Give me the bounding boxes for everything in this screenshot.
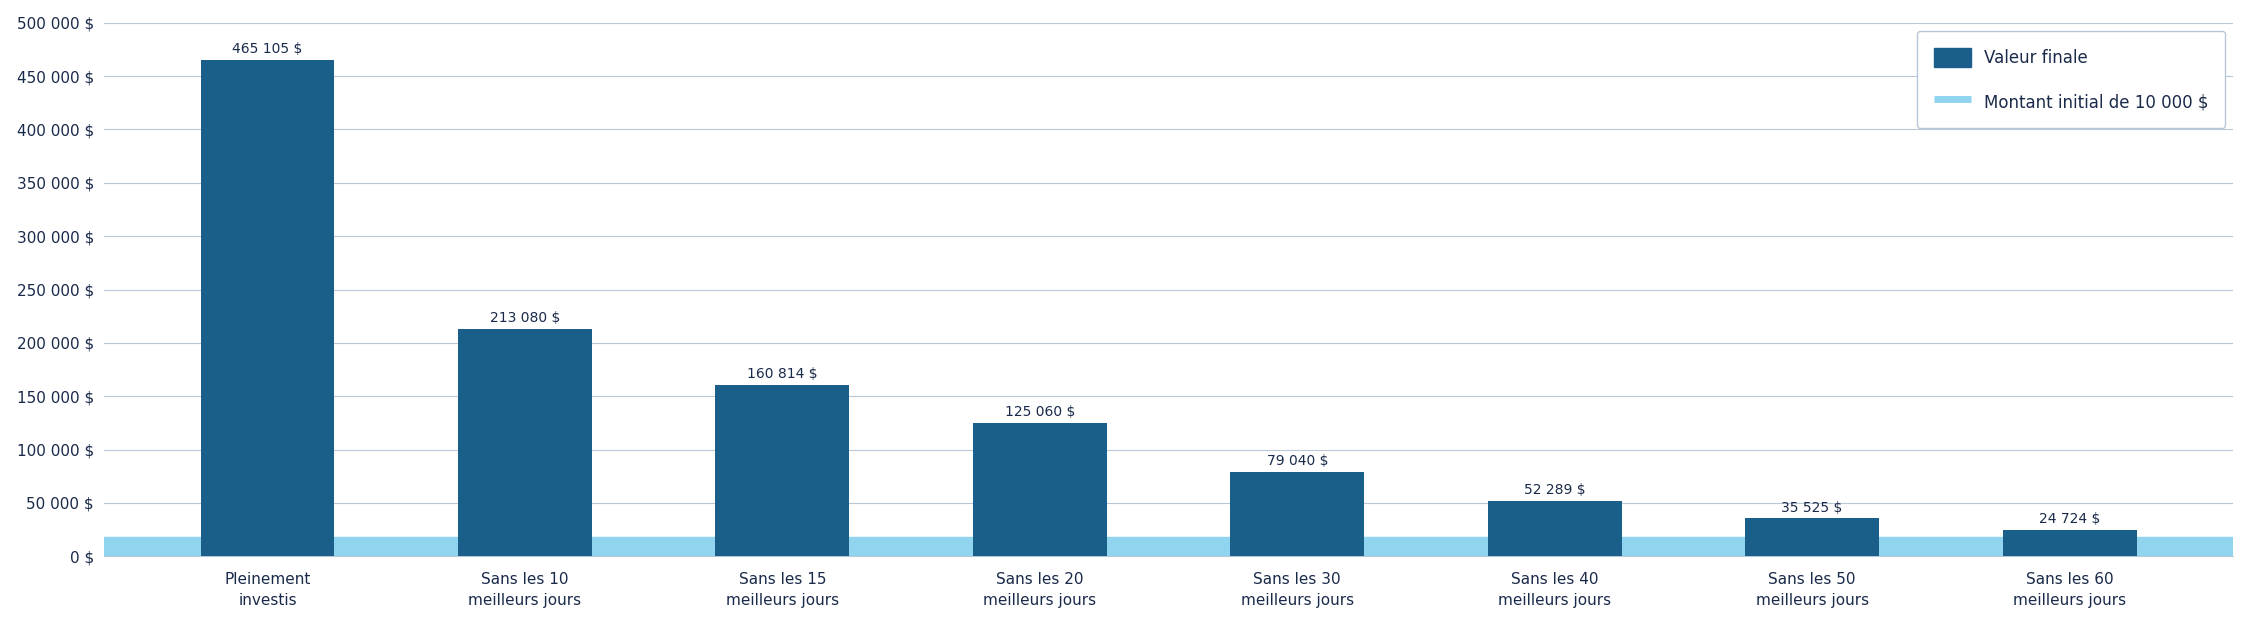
Text: 160 814 $: 160 814 $: [747, 367, 817, 381]
Bar: [1746, 519, 1879, 556]
Legend: Valeur finale, Montant initial de 10 000 $: Valeur finale, Montant initial de 10 000…: [1917, 31, 2225, 128]
Text: 24 724 $: 24 724 $: [2038, 512, 2099, 526]
Text: 465 105 $: 465 105 $: [232, 42, 304, 56]
Bar: [459, 329, 592, 556]
Text: 125 060 $: 125 060 $: [1006, 405, 1076, 419]
Bar: [200, 60, 335, 556]
Bar: [716, 385, 848, 556]
Text: 213 080 $: 213 080 $: [490, 311, 560, 325]
Text: 79 040 $: 79 040 $: [1267, 454, 1327, 468]
Text: 52 289 $: 52 289 $: [1523, 483, 1586, 497]
Bar: [1231, 472, 1363, 556]
Bar: [1487, 501, 1622, 556]
Bar: [2002, 530, 2138, 556]
Text: 35 525 $: 35 525 $: [1782, 501, 1843, 515]
Bar: [972, 423, 1107, 556]
